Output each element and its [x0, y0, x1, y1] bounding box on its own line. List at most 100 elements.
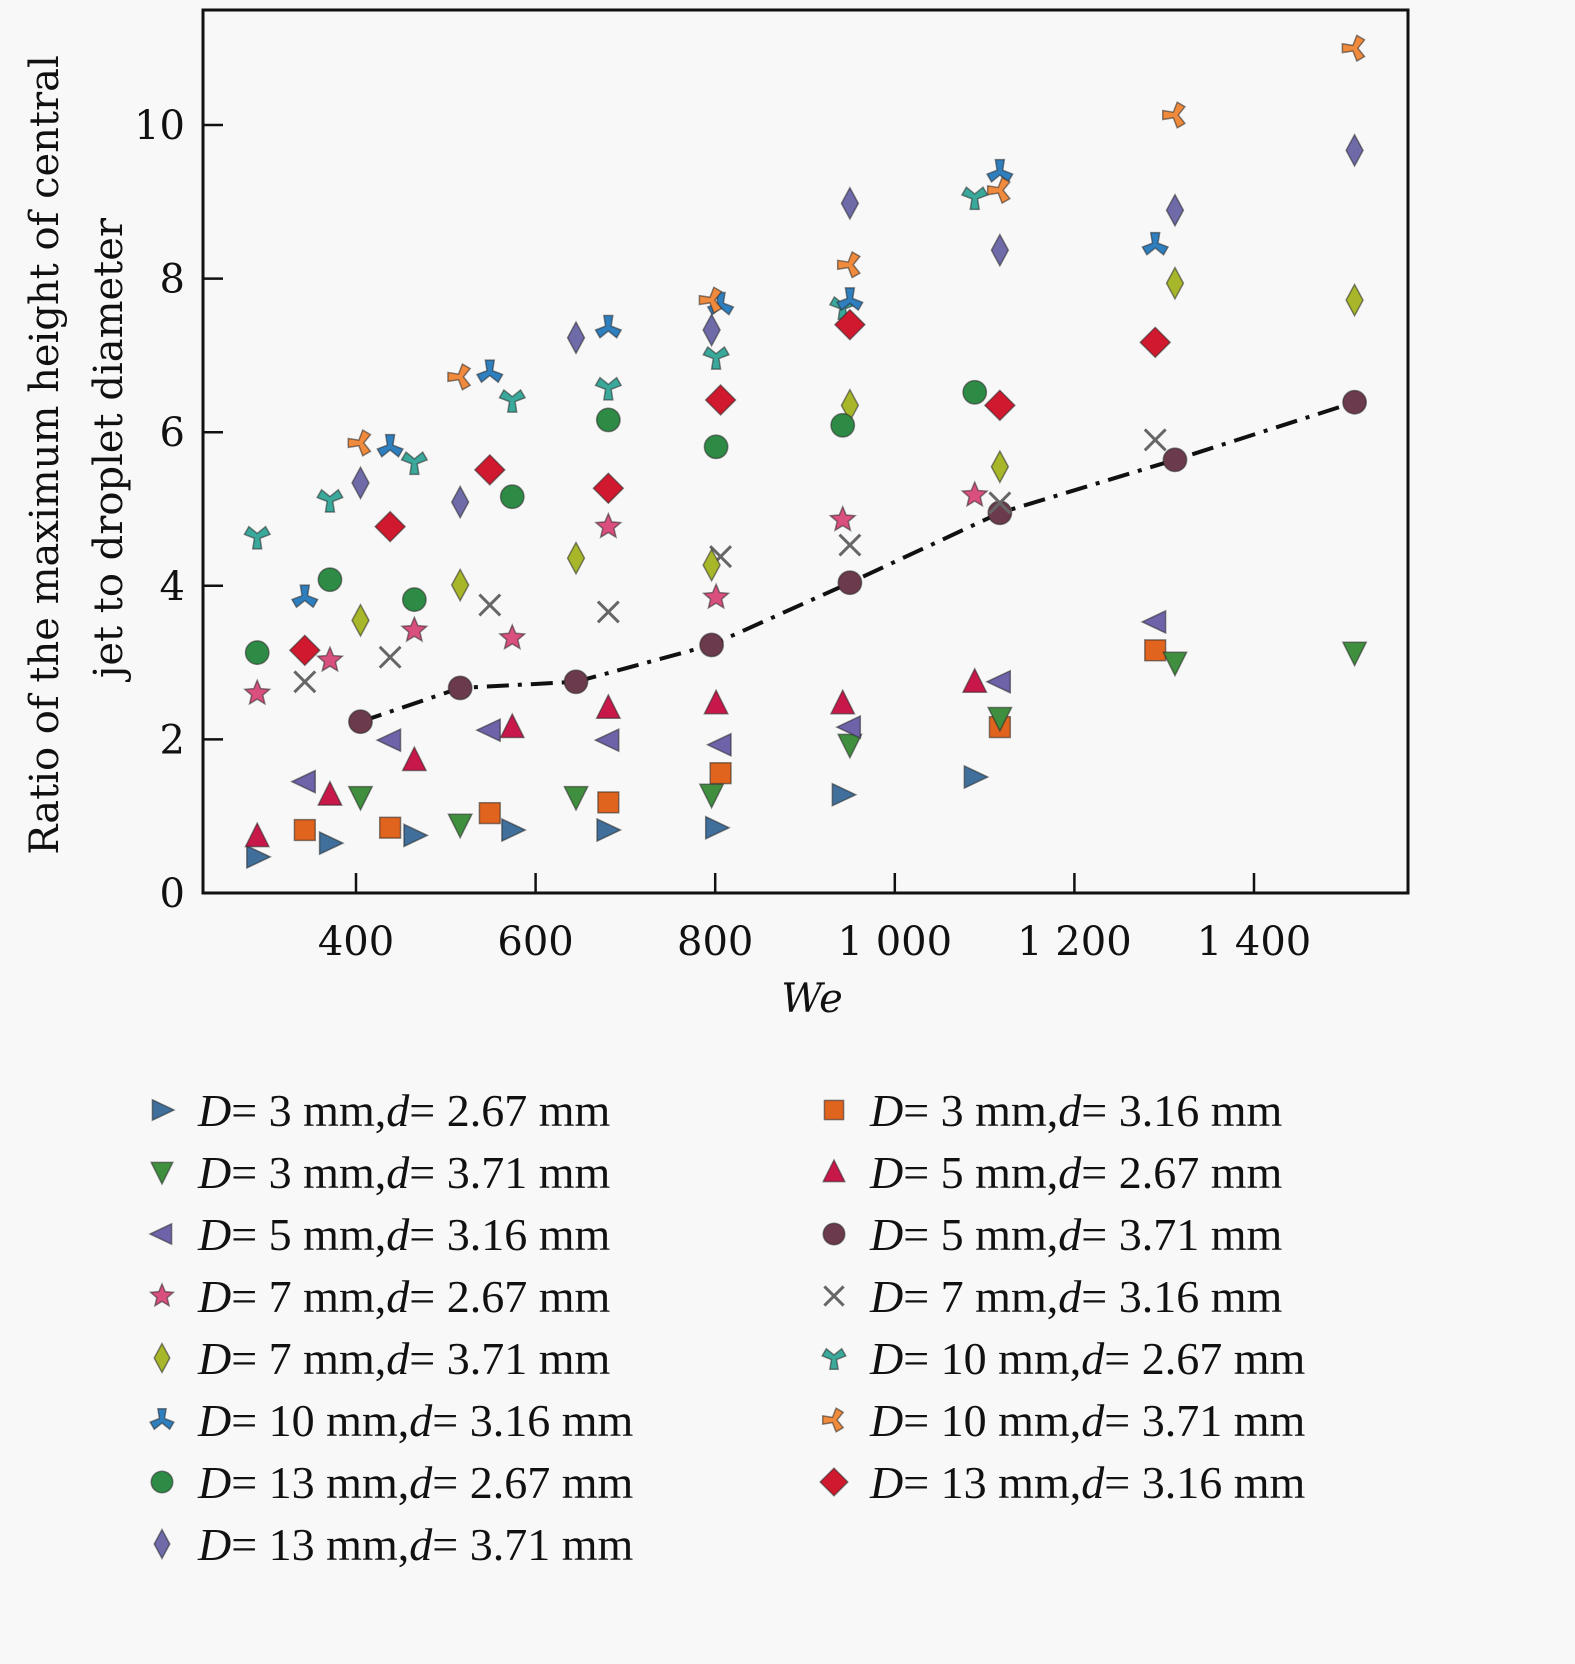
data-point [563, 785, 589, 812]
legend-marker [148, 1282, 176, 1308]
data-point [701, 582, 731, 610]
data-point [498, 623, 527, 651]
legend-marker [821, 1407, 845, 1433]
legend-text: = 7 mm, [903, 1270, 1059, 1322]
legend-item: D = 7 mm, d = 3.16 mm [812, 1266, 1282, 1326]
data-point [566, 320, 586, 355]
legend-text: = 2.67 mm [1081, 1146, 1283, 1198]
data-point [473, 453, 506, 486]
series-5mm-3_71 [348, 389, 1368, 735]
data-point [593, 727, 620, 753]
data-point [400, 615, 429, 643]
axis-ticks: 400 600 800 1 000 1 200 1 400 0 2 4 6 8 10 [134, 103, 1311, 965]
data-point [351, 603, 370, 638]
legend-marker [823, 1099, 845, 1121]
data-point [401, 745, 428, 772]
data-point [961, 667, 988, 693]
plot-border [201, 8, 1410, 895]
plot-frame [201, 8, 1410, 895]
data-point [351, 465, 370, 501]
legend-item: D = 7 mm, d = 2.67 mm [140, 1266, 610, 1326]
data-point [1345, 133, 1364, 168]
data-point [475, 359, 504, 384]
scatter-chart: 400 600 800 1 000 1 200 1 400 0 2 4 6 8 10 Ratio of… [22, 8, 1410, 1022]
legend-text: = 7 mm, [231, 1270, 387, 1322]
legend-text: = 5 mm, [231, 1208, 387, 1260]
x-tick-label: 800 [677, 919, 753, 965]
legend-text: D [198, 1332, 232, 1384]
legend-text: D [870, 1456, 904, 1508]
data-point [703, 688, 730, 715]
legend-marker-icon [148, 1282, 176, 1308]
data-point [840, 186, 860, 221]
x-tick-label: 1 200 [1017, 919, 1132, 965]
x-tick-label: 1 400 [1197, 919, 1312, 965]
legend-marker [821, 1347, 847, 1371]
data-point [563, 669, 589, 695]
data-point [1165, 266, 1185, 301]
data-point [1144, 639, 1167, 662]
legend-marker-icon [823, 1285, 845, 1307]
data-point [288, 634, 321, 667]
data-point [447, 813, 474, 840]
data-point [702, 547, 721, 583]
data-point [242, 678, 272, 706]
legend-item: D = 3 mm, d = 3.71 mm [140, 1142, 610, 1202]
legend-text: = 10 mm, [231, 1394, 410, 1446]
data-point [447, 675, 473, 701]
data-point [833, 308, 866, 341]
data-point [450, 484, 470, 520]
data-point [450, 567, 470, 603]
data-point [400, 451, 429, 476]
data-point [293, 670, 317, 694]
data-point [828, 504, 857, 532]
legend-text: D [198, 1270, 232, 1322]
legend-text: D [870, 1394, 904, 1446]
data-point [960, 480, 989, 508]
legend-marker-icon [149, 1407, 175, 1431]
y-tick-label: 4 [160, 564, 185, 610]
legend-marker [823, 1285, 845, 1307]
data-point [498, 388, 527, 413]
data-point [317, 567, 343, 593]
data-point [594, 511, 623, 539]
data-point [705, 732, 732, 758]
data-point [1162, 447, 1188, 473]
data-point [985, 669, 1012, 695]
data-point [447, 363, 472, 391]
legend-marker [150, 1470, 174, 1494]
data-point [595, 407, 621, 433]
legend-text: = 3.16 mm [1081, 1270, 1283, 1322]
legend-marker-icon [150, 1470, 174, 1494]
trend-line [359, 400, 1356, 724]
data-point [709, 762, 732, 785]
legend-text: = 2.67 mm [409, 1270, 611, 1322]
data-point [403, 823, 430, 848]
legend-text: D [198, 1084, 232, 1136]
legend-text: = 13 mm, [231, 1456, 410, 1508]
legend-text: d [386, 1208, 410, 1260]
legend-item: D = 7 mm, d = 3.71 mm [140, 1328, 610, 1388]
legend-item: D = 3 mm, d = 2.67 mm [140, 1080, 610, 1140]
data-point [699, 632, 725, 658]
data-point [374, 510, 407, 543]
series-3mm-3_71 [347, 641, 1368, 840]
legend-text: d [1058, 1208, 1082, 1260]
data-point [478, 593, 502, 617]
data-point [595, 693, 622, 720]
legend-text: = 3.71 mm [409, 1332, 611, 1384]
series-13mm-2_67 [244, 379, 988, 666]
legend-marker [148, 1222, 173, 1246]
series-13mm-3_71 [351, 133, 1364, 520]
data-point [244, 640, 270, 666]
legend-marker-icon [151, 1098, 176, 1122]
data-points [242, 34, 1368, 870]
legend-text: = 3 mm, [231, 1084, 387, 1136]
data-point [1341, 34, 1366, 63]
legend-text: D [870, 1332, 904, 1384]
data-point [837, 570, 863, 596]
legend-text: d [409, 1456, 433, 1508]
legend-item: D = 3 mm, d = 3.16 mm [812, 1080, 1282, 1140]
data-point [836, 287, 864, 312]
legend-text: D [198, 1518, 232, 1570]
